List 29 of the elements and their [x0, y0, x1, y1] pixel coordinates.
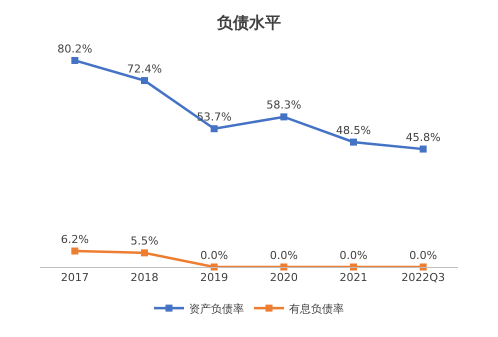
point	[141, 77, 148, 84]
point	[71, 248, 78, 255]
data-label: 48.5%	[336, 124, 371, 137]
data-label: 5.5%	[130, 234, 158, 248]
data-label: 72.4%	[127, 62, 162, 76]
data-label: 53.7%	[196, 110, 232, 124]
x-tick-label: 2017	[60, 271, 89, 284]
legend-label: 有息负债率	[289, 302, 344, 316]
data-label: 80.2%	[57, 42, 92, 56]
point	[71, 56, 78, 64]
point	[210, 125, 218, 132]
data-label: 0.0%	[270, 248, 298, 262]
x-tick-label: 2021	[340, 271, 368, 284]
legend-label: 资产负债率	[189, 302, 244, 316]
data-label: 45.8%	[406, 130, 441, 144]
chart-title: 负债水平	[216, 13, 281, 32]
data-label: 0.0%	[200, 248, 228, 262]
x-tick-label: 2022Q3	[401, 271, 445, 284]
point	[280, 113, 288, 120]
point	[420, 146, 427, 153]
data-label: 6.2%	[60, 232, 89, 246]
point	[141, 249, 148, 256]
x-tick-label: 2018	[130, 271, 158, 284]
data-label: 0.0%	[409, 248, 438, 262]
data-label: 0.0%	[340, 248, 368, 262]
x-tick-label: 2019	[200, 271, 228, 284]
point	[350, 138, 357, 146]
x-tick-label: 2020	[270, 271, 298, 284]
data-label: 58.3%	[266, 98, 302, 112]
